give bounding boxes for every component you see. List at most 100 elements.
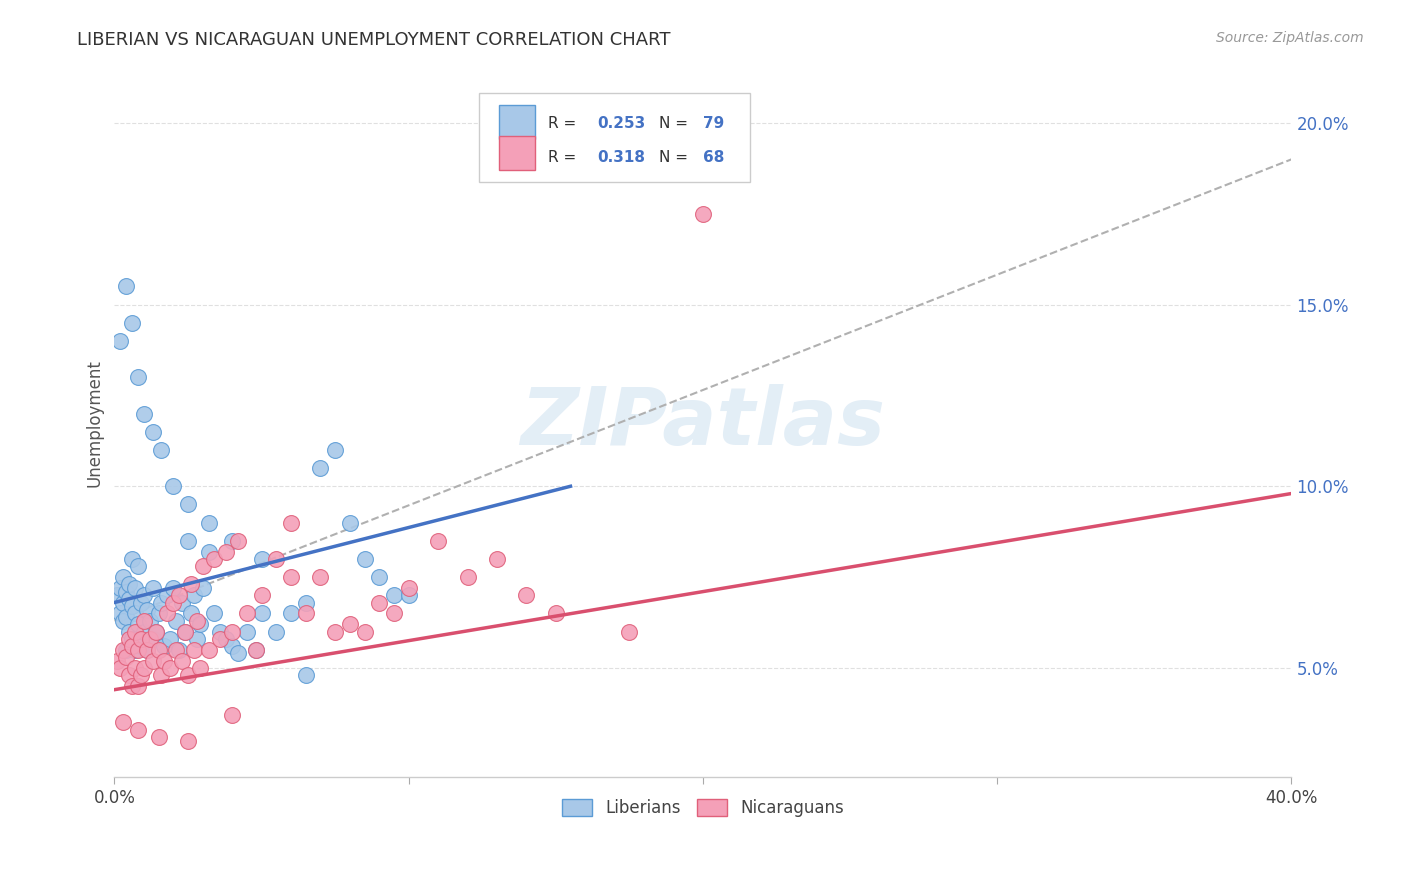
FancyBboxPatch shape [499,136,534,169]
Point [250,588,273,602]
Point [110,334,132,348]
Point [250,552,273,566]
Point [118,668,141,682]
Point [353,624,375,639]
Point [172,654,194,668]
Point [135,603,157,617]
Point [191,581,214,595]
Point [368,595,391,609]
Point [221,624,243,639]
Point [209,624,232,639]
Point [485,552,508,566]
Point [142,581,165,595]
Point [121,599,143,614]
Point [115,642,138,657]
Point [339,617,361,632]
Point [127,559,149,574]
Point [124,661,146,675]
Point [294,595,316,609]
Point [339,516,361,530]
Point [221,533,243,548]
Point [188,661,211,675]
Point [264,552,287,566]
Point [162,479,184,493]
Point [110,607,132,621]
Point [177,733,200,747]
Point [209,632,232,646]
Point [145,624,167,639]
Point [174,624,197,639]
Point [159,661,181,675]
Point [124,581,146,595]
Point [280,570,302,584]
Point [118,624,141,639]
Point [204,552,226,566]
Point [129,668,152,682]
Point [197,642,219,657]
Point [368,570,391,584]
Point [159,632,181,646]
Point [148,730,170,744]
Point [145,624,167,639]
Point [150,595,173,609]
Point [180,577,202,591]
Point [382,607,405,621]
Point [148,642,170,657]
Point [129,639,152,653]
Point [112,570,135,584]
Point [127,642,149,657]
Point [186,614,208,628]
Point [167,642,190,657]
Point [127,370,149,384]
Point [165,642,187,657]
Point [280,516,302,530]
Point [115,650,138,665]
Point [280,607,302,621]
Point [221,708,243,723]
Point [309,461,332,475]
Point [127,723,149,737]
Point [204,607,226,621]
Point [132,661,155,675]
Text: LIBERIAN VS NICARAGUAN UNEMPLOYMENT CORRELATION CHART: LIBERIAN VS NICARAGUAN UNEMPLOYMENT CORR… [77,31,671,49]
Point [264,624,287,639]
Point [457,570,479,584]
Text: R =: R = [547,150,581,164]
Point [398,581,420,595]
Point [112,614,135,628]
Point [121,679,143,693]
Text: ZIPatlas: ZIPatlas [520,384,886,462]
Point [150,442,173,457]
FancyBboxPatch shape [499,105,534,139]
Point [127,617,149,632]
Point [294,668,316,682]
Point [121,639,143,653]
Point [188,617,211,632]
Point [177,533,200,548]
Point [183,642,205,657]
Point [105,654,128,668]
Point [132,624,155,639]
Point [180,607,202,621]
Point [112,715,135,730]
Point [174,624,197,639]
Point [177,668,200,682]
Point [245,642,267,657]
Point [427,533,450,548]
Point [153,654,176,668]
Point [162,595,184,609]
Point [186,632,208,646]
Point [245,642,267,657]
Point [124,642,146,657]
Point [142,654,165,668]
Point [121,552,143,566]
Point [323,442,346,457]
Text: Source: ZipAtlas.com: Source: ZipAtlas.com [1216,31,1364,45]
FancyBboxPatch shape [479,94,749,182]
Point [221,639,243,653]
Point [162,581,184,595]
Point [132,614,155,628]
Point [138,632,160,646]
Point [165,614,187,628]
Point [138,614,160,628]
